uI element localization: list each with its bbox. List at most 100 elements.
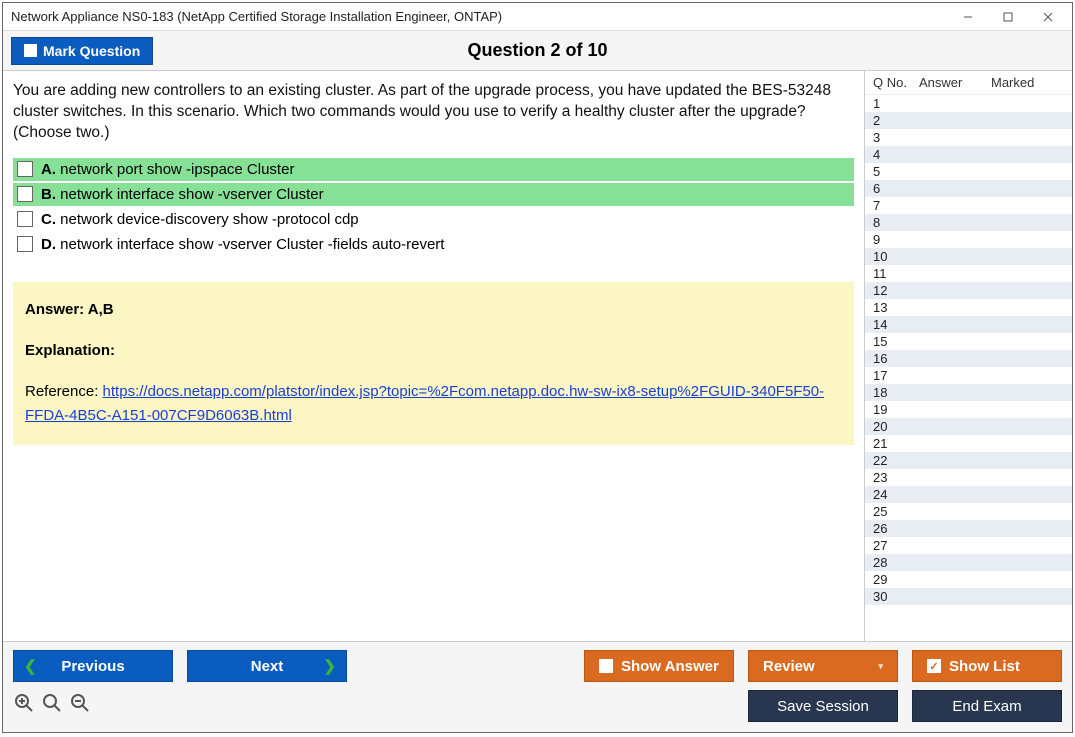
qrow-number: 8 xyxy=(873,215,919,230)
question-list-row[interactable]: 6 xyxy=(865,180,1072,197)
question-list-row[interactable]: 28 xyxy=(865,554,1072,571)
show-answer-button[interactable]: Show Answer xyxy=(584,650,734,682)
qrow-number: 18 xyxy=(873,385,919,400)
question-list-row[interactable]: 29 xyxy=(865,571,1072,588)
qrow-number: 19 xyxy=(873,402,919,417)
question-list-row[interactable]: 16 xyxy=(865,350,1072,367)
question-list-row[interactable]: 25 xyxy=(865,503,1072,520)
question-list[interactable]: 1234567891011121314151617181920212223242… xyxy=(865,95,1072,641)
toolbar: Mark Question Question 2 of 10 xyxy=(3,31,1072,71)
option-checkbox-icon xyxy=(17,186,33,202)
question-list-row[interactable]: 10 xyxy=(865,248,1072,265)
qrow-number: 11 xyxy=(873,266,919,281)
minimize-button[interactable] xyxy=(948,5,988,29)
question-list-row[interactable]: 26 xyxy=(865,520,1072,537)
question-list-row[interactable]: 15 xyxy=(865,333,1072,350)
previous-label: Previous xyxy=(61,658,124,675)
question-list-row[interactable]: 2 xyxy=(865,112,1072,129)
question-list-row[interactable]: 17 xyxy=(865,367,1072,384)
button-row-2: Save Session End Exam xyxy=(13,690,1062,722)
qrow-number: 13 xyxy=(873,300,919,315)
qrow-number: 2 xyxy=(873,113,919,128)
explanation-label: Explanation: xyxy=(25,339,842,362)
qrow-number: 23 xyxy=(873,470,919,485)
show-answer-checkbox-icon xyxy=(599,659,613,673)
zoom-reset-icon[interactable] xyxy=(41,693,63,719)
question-list-row[interactable]: 13 xyxy=(865,299,1072,316)
review-button[interactable]: Review ▾ xyxy=(748,650,898,682)
qrow-number: 16 xyxy=(873,351,919,366)
mark-checkbox-icon xyxy=(24,44,37,57)
question-text: You are adding new controllers to an exi… xyxy=(13,81,854,144)
close-button[interactable] xyxy=(1028,5,1068,29)
option-row[interactable]: C. network device-discovery show -protoc… xyxy=(13,208,854,231)
qrow-number: 21 xyxy=(873,436,919,451)
next-label: Next xyxy=(251,658,284,675)
question-list-row[interactable]: 22 xyxy=(865,452,1072,469)
bottom-bar: ❮ Previous Next ❯ Show Answer Review ▾ ✓… xyxy=(3,641,1072,732)
question-list-panel: Q No. Answer Marked 12345678910111213141… xyxy=(864,71,1072,641)
show-list-label: Show List xyxy=(949,658,1020,675)
app-window: Network Appliance NS0-183 (NetApp Certif… xyxy=(2,2,1073,733)
qrow-number: 3 xyxy=(873,130,919,145)
qrow-number: 24 xyxy=(873,487,919,502)
option-row[interactable]: B. network interface show -vserver Clust… xyxy=(13,183,854,206)
question-list-row[interactable]: 4 xyxy=(865,146,1072,163)
question-list-row[interactable]: 3 xyxy=(865,129,1072,146)
dropdown-icon: ▾ xyxy=(878,661,883,672)
show-list-button[interactable]: ✓ Show List xyxy=(912,650,1062,682)
qrow-number: 30 xyxy=(873,589,919,604)
qrow-number: 9 xyxy=(873,232,919,247)
button-row-1: ❮ Previous Next ❯ Show Answer Review ▾ ✓… xyxy=(13,650,1062,682)
option-row[interactable]: A. network port show -ipspace Cluster xyxy=(13,158,854,181)
question-list-row[interactable]: 21 xyxy=(865,435,1072,452)
question-list-row[interactable]: 7 xyxy=(865,197,1072,214)
question-list-row[interactable]: 9 xyxy=(865,231,1072,248)
question-list-row[interactable]: 30 xyxy=(865,588,1072,605)
question-list-row[interactable]: 18 xyxy=(865,384,1072,401)
mark-question-button[interactable]: Mark Question xyxy=(11,37,153,65)
zoom-controls xyxy=(13,693,91,719)
col-marked: Marked xyxy=(991,75,1066,90)
question-list-row[interactable]: 8 xyxy=(865,214,1072,231)
question-list-row[interactable]: 11 xyxy=(865,265,1072,282)
body: You are adding new controllers to an exi… xyxy=(3,71,1072,641)
question-list-row[interactable]: 1 xyxy=(865,95,1072,112)
reference-line: Reference: https://docs.netapp.com/plats… xyxy=(25,380,842,427)
qrow-number: 22 xyxy=(873,453,919,468)
qrow-number: 27 xyxy=(873,538,919,553)
question-list-row[interactable]: 5 xyxy=(865,163,1072,180)
maximize-button[interactable] xyxy=(988,5,1028,29)
save-session-button[interactable]: Save Session xyxy=(748,690,898,722)
options-list: A. network port show -ipspace Cluster B. … xyxy=(13,158,854,256)
col-answer: Answer xyxy=(919,75,991,90)
zoom-out-icon[interactable] xyxy=(69,693,91,719)
question-list-row[interactable]: 19 xyxy=(865,401,1072,418)
option-checkbox-icon xyxy=(17,236,33,252)
qrow-number: 5 xyxy=(873,164,919,179)
option-label: D. network interface show -vserver Clust… xyxy=(41,236,444,253)
option-label: B. network interface show -vserver Clust… xyxy=(41,186,324,203)
mark-question-label: Mark Question xyxy=(43,43,140,59)
question-list-row[interactable]: 27 xyxy=(865,537,1072,554)
qrow-number: 17 xyxy=(873,368,919,383)
zoom-in-icon[interactable] xyxy=(13,693,35,719)
question-list-row[interactable]: 23 xyxy=(865,469,1072,486)
previous-button[interactable]: ❮ Previous xyxy=(13,650,173,682)
titlebar: Network Appliance NS0-183 (NetApp Certif… xyxy=(3,3,1072,31)
answer-box: Answer: A,B Explanation: Reference: http… xyxy=(13,282,854,445)
end-exam-label: End Exam xyxy=(952,698,1021,715)
question-list-row[interactable]: 20 xyxy=(865,418,1072,435)
question-list-header: Q No. Answer Marked xyxy=(865,71,1072,95)
window-title: Network Appliance NS0-183 (NetApp Certif… xyxy=(11,9,948,24)
end-exam-button[interactable]: End Exam xyxy=(912,690,1062,722)
question-list-row[interactable]: 12 xyxy=(865,282,1072,299)
show-answer-label: Show Answer xyxy=(621,658,719,675)
option-row[interactable]: D. network interface show -vserver Clust… xyxy=(13,233,854,256)
qrow-number: 1 xyxy=(873,96,919,111)
question-list-row[interactable]: 24 xyxy=(865,486,1072,503)
qrow-number: 15 xyxy=(873,334,919,349)
question-list-row[interactable]: 14 xyxy=(865,316,1072,333)
reference-link[interactable]: https://docs.netapp.com/platstor/index.j… xyxy=(25,383,824,423)
next-button[interactable]: Next ❯ xyxy=(187,650,347,682)
